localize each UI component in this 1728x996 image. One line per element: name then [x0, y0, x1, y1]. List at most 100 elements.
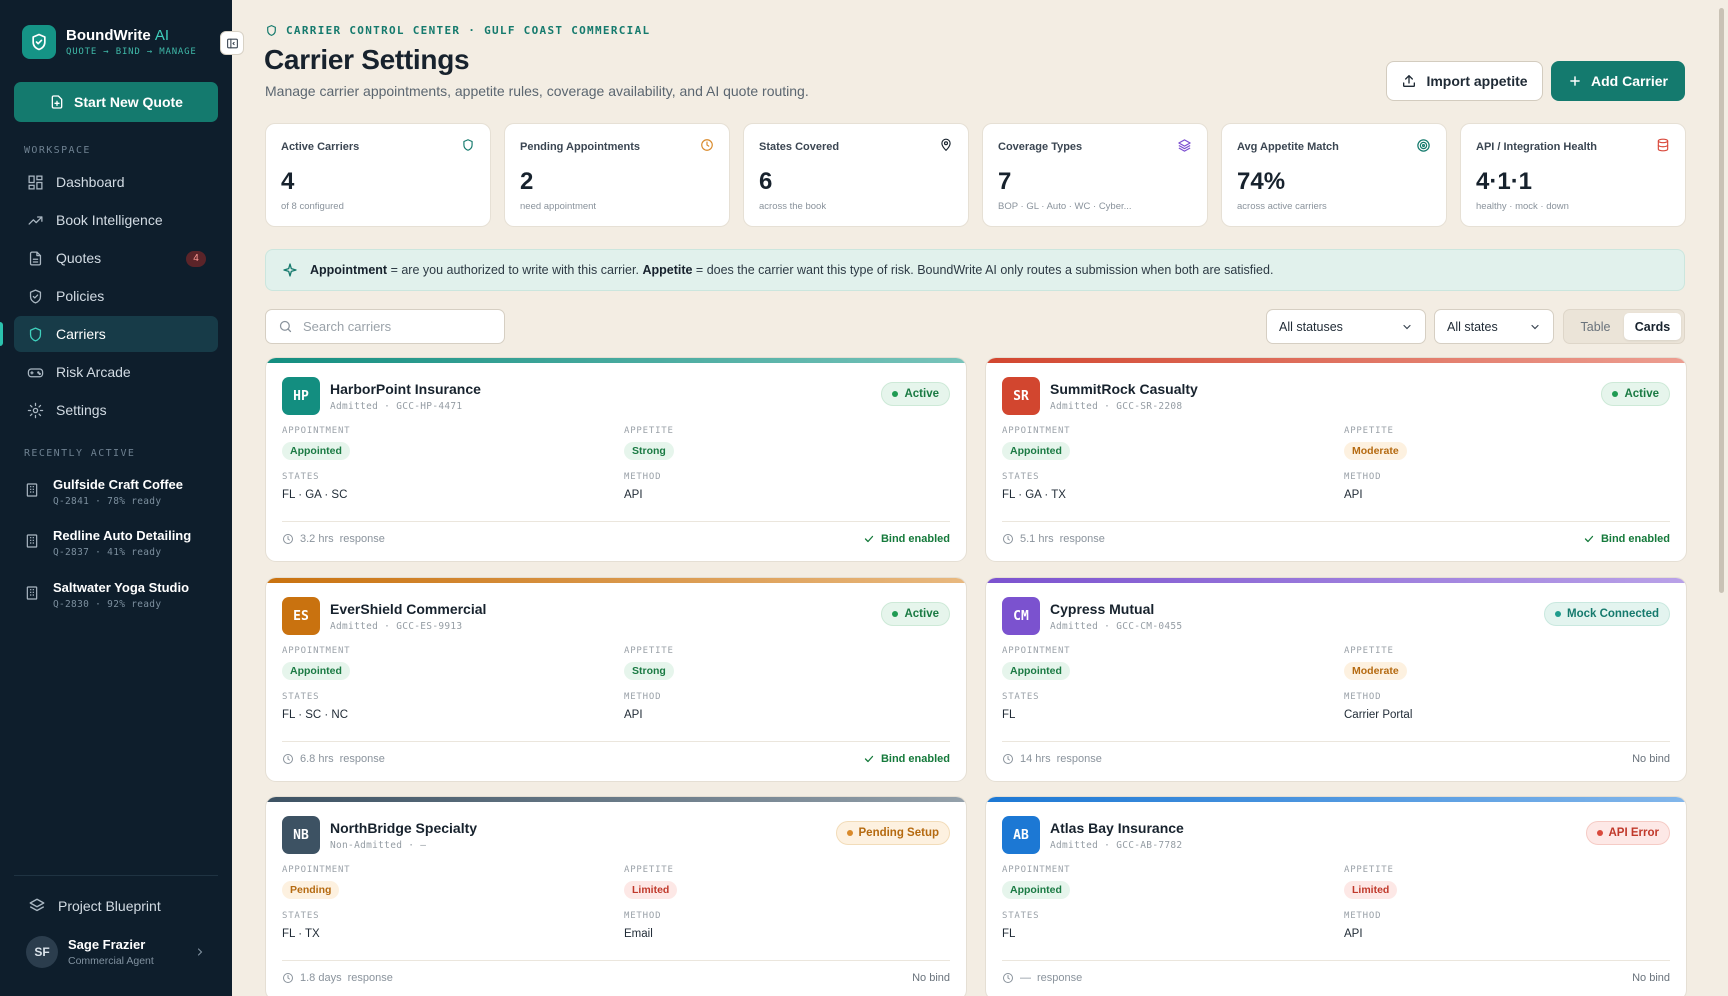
clock-icon	[282, 533, 294, 545]
card-divider	[282, 521, 950, 522]
recent-item[interactable]: Saltwater Yoga Studio Q-2830 · 92% ready	[24, 580, 224, 610]
carrier-card[interactable]: ES EverShield Commercial Admitted · GCC-…	[265, 577, 967, 782]
appetite-pill: Limited	[1344, 881, 1398, 899]
method-value: API	[624, 489, 643, 501]
status-badge-label: Active	[1624, 388, 1659, 400]
stat-label: API / Integration Health	[1476, 141, 1598, 153]
page-subtitle: Manage carrier appointments, appetite ru…	[265, 83, 809, 99]
view-cards-button[interactable]: Cards	[1624, 313, 1681, 340]
sidebar-item-carriers[interactable]: Carriers	[14, 316, 218, 352]
stat-active-carriers: Active Carriers 4 of 8 configured	[265, 123, 491, 227]
bind-status-label: Bind enabled	[880, 533, 950, 545]
brand-name: BoundWrite AI	[66, 27, 170, 44]
status-badge-label: Mock Connected	[1566, 608, 1659, 620]
stat-sub: across active carriers	[1237, 201, 1327, 212]
appointment-pill: Appointed	[1002, 881, 1070, 899]
add-carrier-button[interactable]: Add Carrier	[1551, 61, 1685, 101]
carrier-name: Cypress Mutual	[1050, 601, 1155, 617]
response-label: response	[339, 753, 385, 765]
recent-item[interactable]: Gulfside Craft Coffee Q-2841 · 78% ready	[24, 477, 224, 507]
target-icon	[1416, 138, 1431, 153]
method-value: API	[1344, 928, 1363, 940]
layers-icon	[28, 897, 46, 915]
response-time: 14 hrs response	[1002, 753, 1102, 765]
recent-item-title: Saltwater Yoga Studio	[53, 580, 190, 595]
brand-shield-icon	[22, 25, 56, 59]
carrier-card[interactable]: HP HarborPoint Insurance Admitted · GCC-…	[265, 357, 967, 562]
shield-icon	[461, 138, 475, 152]
carrier-card[interactable]: NB NorthBridge Specialty Non-Admitted · …	[265, 796, 967, 996]
sidebar-collapse-button[interactable]	[220, 31, 244, 55]
card-divider	[282, 960, 950, 961]
states-value: FL · GA · SC	[282, 489, 348, 501]
plus-icon	[1568, 74, 1582, 88]
states-field-label: STATES	[1002, 472, 1040, 482]
user-profile[interactable]: SF Sage Frazier Commercial Agent	[26, 936, 206, 968]
brand[interactable]: BoundWrite AI QUOTE → BIND → MANAGE	[22, 25, 197, 59]
response-label: response	[1037, 972, 1083, 984]
start-new-quote-label: Start New Quote	[74, 94, 183, 110]
states-value: FL · GA · TX	[1002, 489, 1066, 501]
response-value: 1.8 days	[300, 972, 342, 984]
start-new-quote-button[interactable]: Start New Quote	[14, 82, 218, 122]
user-name: Sage Frazier	[68, 937, 146, 952]
sidebar-item-book-intelligence[interactable]: Book Intelligence	[14, 202, 218, 238]
carrier-accent-bar	[266, 358, 966, 363]
add-carrier-label: Add Carrier	[1590, 73, 1669, 89]
sidebar-item-risk-arcade[interactable]: Risk Arcade	[14, 354, 218, 390]
carrier-card[interactable]: CM Cypress Mutual Admitted · GCC-CM-0455…	[985, 577, 1687, 782]
stat-api-health: API / Integration Health 4·1·1 healthy ·…	[1460, 123, 1686, 227]
search-icon	[278, 319, 293, 334]
gamepad-icon	[26, 363, 44, 381]
status-filter-select[interactable]: All statuses	[1266, 309, 1426, 344]
sidebar-item-settings[interactable]: Settings	[14, 392, 218, 428]
carrier-name: SummitRock Casualty	[1050, 381, 1198, 397]
recent-item[interactable]: Redline Auto Detailing Q-2837 · 41% ready	[24, 528, 224, 558]
search-box[interactable]	[265, 309, 505, 344]
carrier-logo: HP	[282, 377, 320, 415]
stat-sub: of 8 configured	[281, 201, 344, 212]
card-divider	[282, 741, 950, 742]
stat-sub: healthy · mock · down	[1476, 201, 1569, 212]
carrier-logo: NB	[282, 816, 320, 854]
recently-active-label: RECENTLY ACTIVE	[24, 448, 136, 459]
import-appetite-button[interactable]: Import appetite	[1386, 61, 1543, 101]
view-toggle: Table Cards	[1563, 309, 1685, 344]
clock-icon	[1002, 972, 1014, 984]
stat-sub: BOP · GL · Auto · WC · Cyber...	[998, 201, 1132, 212]
project-blueprint-label: Project Blueprint	[58, 898, 161, 914]
project-blueprint-link[interactable]: Project Blueprint	[28, 897, 161, 915]
carrier-card[interactable]: AB Atlas Bay Insurance Admitted · GCC-AB…	[985, 796, 1687, 996]
sidebar-item-label: Dashboard	[56, 174, 125, 190]
new-document-icon	[49, 94, 65, 110]
chevron-down-icon	[1401, 321, 1413, 333]
clock-icon	[1002, 533, 1014, 545]
status-dot-icon	[846, 830, 853, 836]
appetite-field-label: APPETITE	[1344, 865, 1394, 875]
sidebar-item-quotes[interactable]: Quotes 4	[14, 240, 218, 276]
bind-status-label: No bind	[1632, 753, 1670, 765]
response-value: 3.2 hrs	[300, 533, 334, 545]
sidebar-item-dashboard[interactable]: Dashboard	[14, 164, 218, 200]
carrier-card[interactable]: SR SummitRock Casualty Admitted · GCC-SR…	[985, 357, 1687, 562]
search-input[interactable]	[303, 319, 493, 334]
sidebar-item-policies[interactable]: Policies	[14, 278, 218, 314]
state-filter-select[interactable]: All states	[1434, 309, 1554, 344]
map-pin-icon	[939, 138, 953, 152]
appointment-field-label: APPOINTMENT	[1002, 865, 1071, 875]
scrollbar-thumb[interactable]	[1719, 8, 1724, 593]
carrier-accent-bar	[266, 578, 966, 583]
appointment-pill: Appointed	[282, 442, 350, 460]
sidebar-divider	[14, 875, 218, 876]
appetite-pill: Moderate	[1344, 442, 1407, 460]
user-role: Commercial Agent	[68, 955, 154, 967]
card-divider	[1002, 960, 1670, 961]
carrier-meta: Non-Admitted · —	[330, 840, 427, 851]
carrier-meta: Admitted · GCC-ES-9913	[330, 621, 463, 632]
view-table-button[interactable]: Table	[1580, 319, 1611, 334]
stat-label: States Covered	[759, 141, 840, 153]
status-dot-icon	[1612, 391, 1619, 397]
carrier-meta: Admitted · GCC-AB-7782	[1050, 840, 1183, 851]
appetite-field-label: APPETITE	[624, 646, 674, 656]
breadcrumb: CARRIER CONTROL CENTER · GULF COAST COMM…	[265, 24, 650, 37]
